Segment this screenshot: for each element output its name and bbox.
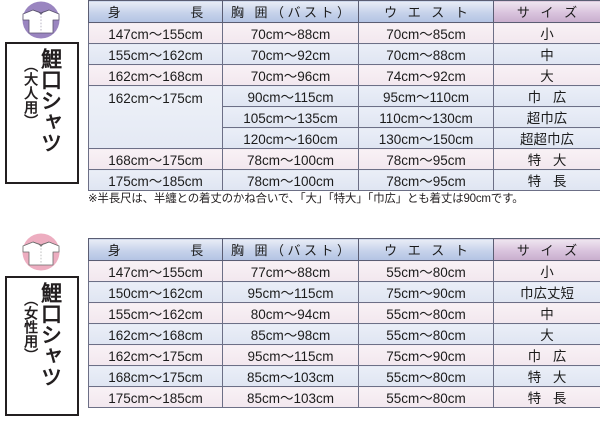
cell-size: 超巾広 (493, 106, 600, 128)
cell-height-span: 162cm〜175cm (88, 85, 223, 149)
koikuchi-shirt-women-icon (12, 232, 70, 274)
cell-size: 中 (493, 302, 600, 324)
adult-header-size: サ イ ズ (493, 0, 600, 23)
cell-height: 175cm〜185cm (88, 386, 223, 408)
table-row: 147cm〜155cm 77cm〜88cm 55cm〜80cm 小 (88, 260, 600, 282)
cell-size: 特 大 (493, 365, 600, 387)
cell-bust: 70cm〜92cm (222, 43, 359, 65)
koikuchi-shirt-adult-icon (12, 0, 70, 42)
women-label-main: 鯉口シャツ (38, 282, 62, 387)
table-row: 155cm〜162cm 70cm〜92cm 70cm〜88cm 中 (88, 43, 600, 65)
cell-size: 超超巾広 (493, 127, 600, 149)
cell-waist: 130cm〜150cm (358, 127, 494, 149)
cell-size: 特 大 (493, 148, 600, 170)
cell-waist: 110cm〜130cm (358, 106, 494, 128)
women-label-sub: （女性用） (23, 292, 40, 362)
cell-height: 162cm〜168cm (88, 323, 223, 345)
women-table-header-row: 身 長 胸 囲（バスト） ウ エ ス ト サ イ ズ (88, 238, 600, 261)
adult-product-label: 鯉口シャツ （大人用） (5, 42, 79, 184)
women-header-size: サ イ ズ (493, 238, 600, 261)
adult-header-bust: 胸 囲（バスト） (222, 0, 359, 23)
cell-bust: 85cm〜103cm (222, 386, 359, 408)
cell-height: 168cm〜175cm (88, 148, 223, 170)
women-product-label: 鯉口シャツ （女性用） (5, 276, 79, 416)
cell-height: 147cm〜155cm (88, 22, 223, 44)
table-row: 162cm〜168cm 70cm〜96cm 74cm〜92cm 大 (88, 64, 600, 86)
cell-waist: 78cm〜95cm (358, 169, 494, 191)
cell-height: 147cm〜155cm (88, 260, 223, 282)
table-row: 150cm〜162cm 95cm〜115cm 75cm〜90cm 巾広丈短 (88, 281, 600, 303)
cell-waist: 75cm〜90cm (358, 344, 494, 366)
adult-size-block: 鯉口シャツ （大人用） 身 長 胸 囲（バスト） ウ エ ス ト サ イ ズ 1… (0, 0, 600, 212)
cell-waist: 55cm〜80cm (358, 260, 494, 282)
cell-bust: 78cm〜100cm (222, 169, 359, 191)
table-row: 162cm〜175cm 95cm〜115cm 75cm〜90cm 巾 広 (88, 344, 600, 366)
cell-bust: 105cm〜135cm (222, 106, 359, 128)
table-row: 168cm〜175cm 85cm〜103cm 55cm〜80cm 特 大 (88, 365, 600, 387)
cell-bust: 95cm〜115cm (222, 344, 359, 366)
cell-waist: 74cm〜92cm (358, 64, 494, 86)
table-row: 147cm〜155cm 70cm〜88cm 70cm〜85cm 小 (88, 22, 600, 44)
table-row: 175cm〜185cm 85cm〜103cm 55cm〜80cm 特 長 (88, 386, 600, 408)
cell-waist: 55cm〜80cm (358, 386, 494, 408)
cell-size: 特 長 (493, 386, 600, 408)
table-row: 162cm〜168cm 85cm〜98cm 55cm〜80cm 大 (88, 323, 600, 345)
cell-size: 巾広丈短 (493, 281, 600, 303)
women-size-table: 身 長 胸 囲（バスト） ウ エ ス ト サ イ ズ 147cm〜155cm 7… (88, 238, 600, 408)
cell-size: 小 (493, 260, 600, 282)
cell-waist: 70cm〜85cm (358, 22, 494, 44)
adult-label-main: 鯉口シャツ (38, 48, 62, 153)
cell-height: 175cm〜185cm (88, 169, 223, 191)
women-header-bust: 胸 囲（バスト） (222, 238, 359, 261)
cell-waist: 70cm〜88cm (358, 43, 494, 65)
cell-bust: 70cm〜88cm (222, 22, 359, 44)
cell-waist: 78cm〜95cm (358, 148, 494, 170)
cell-height: 168cm〜175cm (88, 365, 223, 387)
cell-size: 大 (493, 64, 600, 86)
table-row: 168cm〜175cm 78cm〜100cm 78cm〜95cm 特 大 (88, 148, 600, 170)
cell-height: 162cm〜175cm (88, 344, 223, 366)
cell-size: 巾 広 (493, 344, 600, 366)
cell-bust: 78cm〜100cm (222, 148, 359, 170)
cell-bust: 95cm〜115cm (222, 281, 359, 303)
table-row: 120cm〜160cm 130cm〜150cm 超超巾広 (89, 127, 600, 149)
adult-table-header-row: 身 長 胸 囲（バスト） ウ エ ス ト サ イ ズ (88, 0, 600, 23)
cell-size: 小 (493, 22, 600, 44)
cell-bust: 70cm〜96cm (222, 64, 359, 86)
cell-waist: 75cm〜90cm (358, 281, 494, 303)
adult-size-table: 身 長 胸 囲（バスト） ウ エ ス ト サ イ ズ 147cm〜155cm 7… (88, 0, 600, 191)
cell-size: 大 (493, 323, 600, 345)
adult-label-sub: （大人用） (23, 58, 40, 128)
adult-table-note: ※半長尺は、半纏との着丈のかね合いで、「大」「特大」「巾広」とも着丈は90cmで… (88, 193, 524, 205)
cell-size: 特 長 (493, 169, 600, 191)
women-header-height: 身 長 (88, 238, 223, 261)
cell-size: 中 (493, 43, 600, 65)
cell-bust: 120cm〜160cm (222, 127, 359, 149)
table-row: 175cm〜185cm 78cm〜100cm 78cm〜95cm 特 長 (88, 169, 600, 191)
women-header-waist: ウ エ ス ト (358, 238, 494, 261)
cell-waist: 55cm〜80cm (358, 323, 494, 345)
cell-bust: 77cm〜88cm (222, 260, 359, 282)
cell-bust: 85cm〜103cm (222, 365, 359, 387)
cell-size: 巾 広 (493, 85, 600, 107)
cell-height: 150cm〜162cm (88, 281, 223, 303)
cell-waist: 95cm〜110cm (358, 85, 494, 107)
women-size-block: 鯉口シャツ （女性用） 身 長 胸 囲（バスト） ウ エ ス ト サ イ ズ 1… (0, 230, 600, 426)
cell-height: 162cm〜168cm (88, 64, 223, 86)
adult-header-height: 身 長 (88, 0, 223, 23)
cell-bust: 80cm〜94cm (222, 302, 359, 324)
table-row: 162cm〜175cm 90cm〜115cm 95cm〜110cm 巾 広 (88, 85, 600, 149)
cell-height: 155cm〜162cm (88, 302, 223, 324)
cell-height: 155cm〜162cm (88, 43, 223, 65)
cell-waist: 55cm〜80cm (358, 302, 494, 324)
cell-waist: 55cm〜80cm (358, 365, 494, 387)
adult-header-waist: ウ エ ス ト (358, 0, 494, 23)
cell-bust: 90cm〜115cm (222, 85, 359, 107)
table-row: 155cm〜162cm 80cm〜94cm 55cm〜80cm 中 (88, 302, 600, 324)
cell-bust: 85cm〜98cm (222, 323, 359, 345)
